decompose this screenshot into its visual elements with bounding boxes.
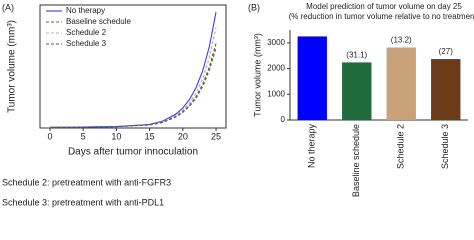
chart-title: Model prediction of tumor volume on day … [306,2,462,11]
legend-label: Baseline schedule [66,17,131,26]
x-tick-label: No therapy [307,124,317,169]
bar [386,47,416,120]
legend-label: Schedule 2 [66,28,107,37]
series-line [49,43,217,128]
y-axis-label: Tumor volume (mm³) [252,33,262,117]
plot-frame [39,4,227,129]
x-tick-label: 20 [178,131,188,141]
bar [342,62,372,120]
page: {"panel_labels": ["(A)", "(B)"], "notes"… [2,2,474,208]
y-tick-label: 1000 [267,89,285,98]
bar [297,36,327,120]
bar [431,59,461,120]
x-tick-label: 0 [47,131,52,141]
series-line [49,47,217,128]
x-tick-label: Baseline schedule [351,124,361,197]
y-tick-label: 0 [281,115,286,124]
legend-label: Schedule 3 [66,39,107,48]
x-tick-label: Schedule 2 [396,124,406,169]
note: Schedule 3: pretreatment with anti-PDL1 [2,197,164,207]
x-tick-label: Schedule 3 [440,124,450,169]
y-axis-label: Tumor volume (mm³) [7,20,18,113]
x-tick-label: 10 [111,131,121,141]
note: Schedule 2: pretreatment with anti-FGFR3 [2,177,171,187]
y-tick-label: 2000 [267,64,285,73]
value-label: (27) [439,47,454,56]
y-tick-label: 3000 [267,38,285,47]
figure: (A) (B) Schedule 2: pretreatment with an… [2,2,474,207]
x-axis-label: Days after tumor innoculation [68,147,198,158]
x-tick-label: 25 [211,131,221,141]
panel-label: (A) [2,2,14,12]
chart-subtitle: (% reduction in tumor volume relative to… [289,12,474,21]
value-label: (31.1) [346,51,367,60]
x-tick-label: 15 [145,131,155,141]
value-label: (13.2) [391,36,412,45]
x-tick-label: 5 [81,131,86,141]
legend-label: No therapy [66,6,105,15]
panel-label: (B) [248,2,260,12]
